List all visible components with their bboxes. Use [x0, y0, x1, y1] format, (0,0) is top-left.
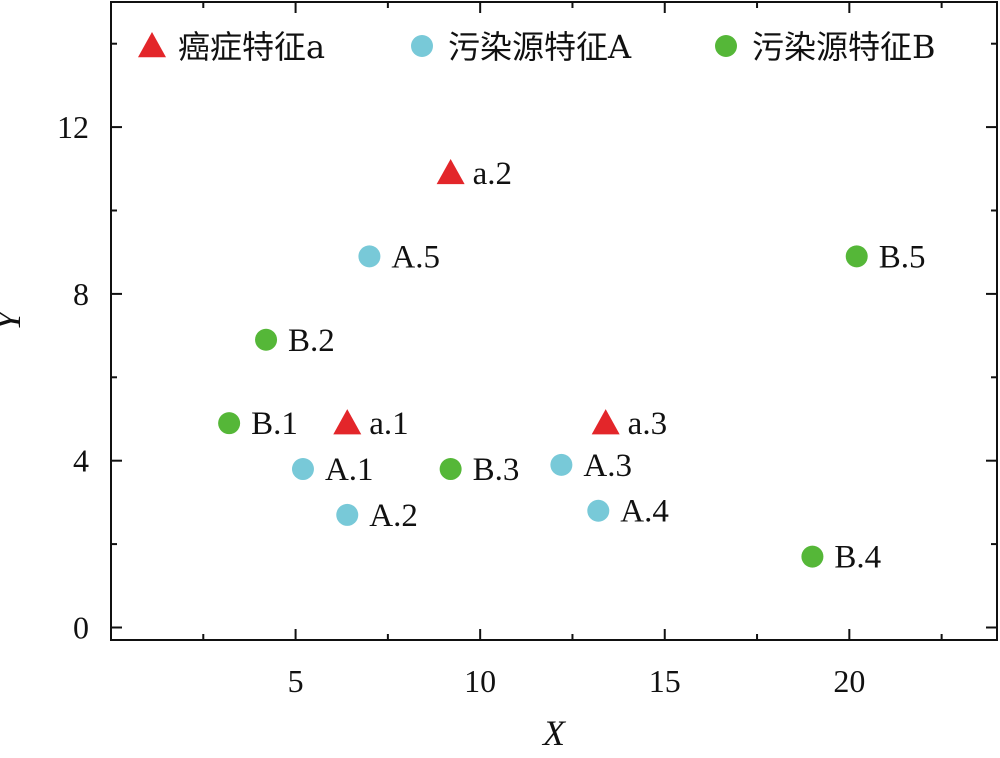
point-label-a-2: a.2: [473, 156, 512, 192]
point-label-B-1: B.1: [251, 406, 298, 442]
x-tick-label: 5: [288, 663, 304, 699]
circle-marker-B-5: [846, 245, 868, 267]
legend-marker-1: [138, 32, 166, 57]
x-axis-title: X: [541, 713, 567, 753]
circle-marker-B-3: [440, 458, 462, 480]
x-tick-label: 15: [649, 663, 681, 699]
circle-marker-A-1: [292, 458, 314, 480]
legend-label-1: 癌症特征a: [178, 28, 325, 66]
ticks: 5 10 15 20 0 4 8 12: [57, 2, 997, 699]
point-label-a-1: a.1: [369, 406, 408, 442]
data-points: a.1 a.2 a.3 A.1 A.2 A.3 A.4 A.5 B.1 B.2 B.3 B.4 B.5: [218, 156, 925, 576]
circle-marker-B-2: [255, 329, 277, 351]
y-tick-label: 12: [57, 109, 89, 145]
point-label-B-5: B.5: [879, 239, 926, 275]
y-tick-label: 8: [73, 276, 89, 312]
legend: 癌症特征a 污染源特征A 污染源特征B: [138, 28, 936, 66]
point-label-A-5: A.5: [391, 239, 440, 275]
y-axis-title: Y: [0, 307, 28, 331]
point-label-a-3: a.3: [628, 406, 667, 442]
triangle-marker-a-2: [437, 159, 465, 184]
point-label-B-2: B.2: [288, 323, 335, 359]
circle-marker-A-5: [358, 245, 380, 267]
circle-marker-A-2: [336, 504, 358, 526]
triangle-marker-a-1: [333, 409, 361, 434]
x-tick-label: 10: [464, 663, 496, 699]
point-label-A-2: A.2: [369, 498, 418, 534]
triangle-marker-a-3: [592, 409, 620, 434]
circle-marker-B-4: [801, 546, 823, 568]
circle-marker-B-1: [218, 412, 240, 434]
point-label-A-1: A.1: [325, 452, 374, 488]
circle-marker-A-4: [587, 500, 609, 522]
legend-label-2: 污染源特征A: [448, 28, 632, 66]
legend-marker-3: [715, 35, 737, 57]
legend-marker-2: [411, 35, 433, 57]
point-label-B-4: B.4: [834, 540, 881, 576]
point-label-A-3: A.3: [583, 448, 632, 484]
point-label-A-4: A.4: [620, 494, 669, 530]
circle-marker-A-3: [550, 454, 572, 476]
point-label-B-3: B.3: [473, 452, 520, 488]
x-tick-label: 20: [833, 663, 865, 699]
y-tick-label: 4: [73, 443, 89, 479]
legend-label-3: 污染源特征B: [752, 28, 936, 66]
y-tick-label: 0: [73, 609, 89, 645]
